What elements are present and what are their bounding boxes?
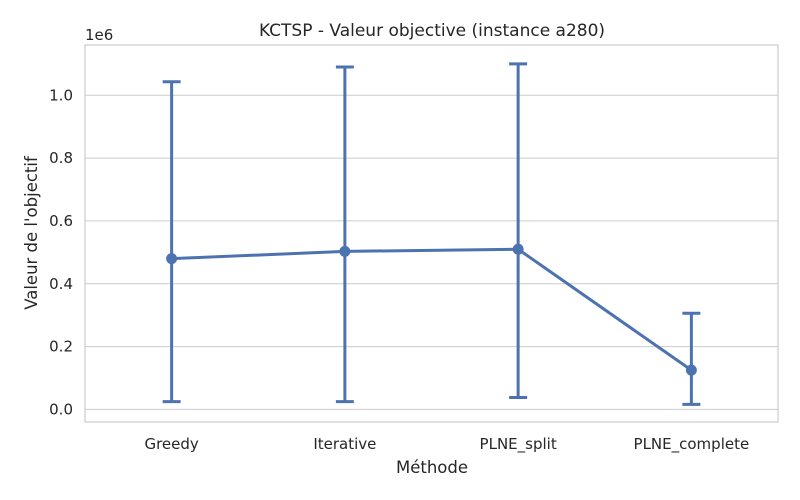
y-tick-label: 0.6 xyxy=(49,212,73,230)
data-point xyxy=(685,364,697,376)
y-offset-label: 1e6 xyxy=(85,26,113,44)
error-bars xyxy=(162,62,701,406)
series-line-group xyxy=(170,247,693,372)
grid-lines xyxy=(85,94,778,410)
series-line xyxy=(170,247,693,372)
y-axis-label: Valeur de l'objectif xyxy=(22,155,41,310)
data-point xyxy=(166,253,178,265)
y-tick-labels: 0.0 0.2 0.4 0.6 0.8 1.0 xyxy=(49,86,73,418)
x-tick-label: Greedy xyxy=(144,435,198,453)
data-point xyxy=(512,243,524,255)
x-tick-label: PLNE_split xyxy=(480,435,557,454)
y-tick-label: 0.4 xyxy=(49,275,73,293)
chart-title: KCTSP - Valeur objective (instance a280) xyxy=(259,21,605,41)
x-tick-label: Iterative xyxy=(313,435,376,453)
y-tick-label: 0.8 xyxy=(49,149,73,167)
plot-frame xyxy=(84,44,779,423)
data-points xyxy=(166,243,697,376)
data-point xyxy=(339,245,351,257)
x-axis-label: Méthode xyxy=(396,458,468,477)
y-tick-label: 0.0 xyxy=(49,400,73,418)
y-tick-label: 1.0 xyxy=(49,86,73,104)
y-tick-label: 0.2 xyxy=(49,338,73,356)
x-tick-labels: Greedy Iterative PLNE_split PLNE_complete xyxy=(144,435,749,454)
x-tick-label: PLNE_complete xyxy=(634,435,750,454)
